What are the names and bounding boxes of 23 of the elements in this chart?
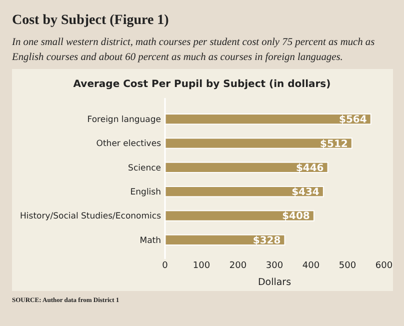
y-tick-label: Foreign language <box>87 115 161 126</box>
text: Cost by Subject (Figure 1) <box>12 13 170 28</box>
data-label: $434 <box>292 187 320 198</box>
y-tick-label: History/Social Studies/Economics <box>20 212 162 222</box>
y-tick-label: English <box>130 188 161 198</box>
chart-title: Average Cost Per Pupil by Subject (in dollars) <box>73 79 331 90</box>
x-tick-label: 600 <box>375 261 393 271</box>
x-tick-label: 100 <box>192 261 210 271</box>
y-tick-label: Science <box>128 163 161 174</box>
x-tick-label: 500 <box>338 261 356 271</box>
y-tick-label: Math <box>140 236 161 246</box>
data-label: $512 <box>320 138 348 150</box>
x-tick-label: 200 <box>229 261 247 271</box>
data-label: $328 <box>252 235 281 246</box>
y-tick-label: Other electives <box>96 139 162 150</box>
x-axis-title: Dollars <box>258 277 292 288</box>
chart-subtitle: In one small western district, math courses per student cost only 75 percent as much as English courses and about 60 percent as much as courses in foreign languages. <box>11 37 375 63</box>
x-tick-label: 300 <box>266 261 284 271</box>
x-tick-label: 0 <box>162 261 168 271</box>
data-label: $408 <box>282 211 310 222</box>
data-label: $446 <box>296 162 324 174</box>
x-tick-label: 400 <box>302 261 320 271</box>
data-label: $564 <box>339 114 367 126</box>
